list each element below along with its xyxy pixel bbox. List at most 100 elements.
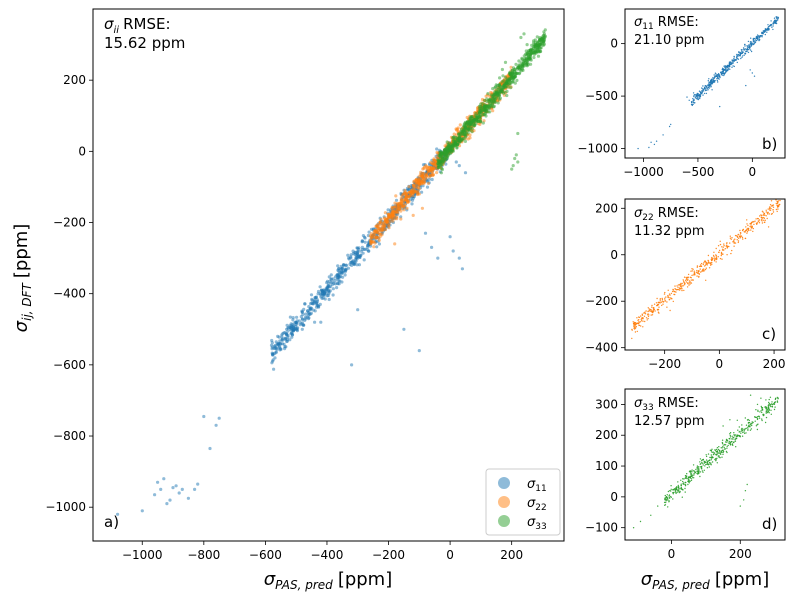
sigma11-point bbox=[736, 58, 738, 60]
sigma11-point bbox=[727, 66, 729, 68]
sigma33-point bbox=[774, 401, 777, 403]
sigma11-point bbox=[286, 335, 290, 339]
sigma33-point bbox=[672, 492, 674, 494]
sigma33-outlier-point bbox=[756, 403, 759, 406]
main-scatter-panel: −1000 −800 −600 −400 −200 0 200 −1000 −800 −600 −4… bbox=[45, 8, 565, 562]
sigma22-point bbox=[691, 279, 694, 281]
main-y-axis-label: σij, DFT[ppm] bbox=[11, 224, 34, 333]
sigma22-point bbox=[750, 229, 752, 231]
sigma11-point bbox=[356, 249, 360, 253]
sigma33-point bbox=[484, 107, 488, 111]
sigma33-point bbox=[706, 467, 709, 469]
sigma33-point bbox=[715, 448, 718, 451]
sigma33-point bbox=[757, 410, 759, 413]
sigma22-point bbox=[688, 282, 690, 284]
sigma33-point bbox=[699, 466, 701, 468]
sigma22-point bbox=[648, 308, 650, 310]
sigma22-point bbox=[769, 206, 771, 208]
sigma22-point bbox=[717, 256, 719, 258]
sigma22-point bbox=[726, 242, 728, 244]
sigma33-point bbox=[747, 418, 749, 421]
sigma22-point bbox=[750, 222, 753, 225]
sigma11-outlier-point bbox=[153, 493, 157, 497]
sigma11-point bbox=[735, 56, 738, 59]
sigma11-outlier-point bbox=[196, 482, 200, 486]
sigma33-point bbox=[725, 441, 727, 443]
sigma11-point bbox=[763, 31, 765, 33]
sigma33-point bbox=[705, 463, 707, 466]
sigma22-point bbox=[658, 312, 660, 314]
sigma33-point bbox=[724, 443, 726, 446]
sigma11-outlier-point bbox=[193, 487, 197, 491]
sigma11-point bbox=[740, 51, 742, 54]
sigma33-point bbox=[715, 453, 717, 456]
sigma33-point bbox=[690, 470, 692, 472]
sigma33-point bbox=[747, 426, 749, 429]
sigma22-point bbox=[674, 288, 676, 290]
sigma33-point bbox=[693, 470, 695, 472]
s33-plot-frame bbox=[624, 388, 786, 541]
sigma22-point bbox=[651, 314, 654, 316]
sigma11-point bbox=[270, 338, 274, 343]
sigma33-point bbox=[493, 92, 497, 96]
sigma22-point bbox=[378, 223, 382, 227]
sigma22-point bbox=[749, 223, 751, 225]
sigma33-point bbox=[729, 436, 732, 438]
sigma22-point bbox=[761, 214, 763, 217]
sigma22-point bbox=[778, 197, 779, 198]
sigma11-point bbox=[737, 54, 740, 56]
sigma11-outlier-point bbox=[692, 92, 695, 94]
sigma22-point bbox=[652, 308, 655, 310]
sigma33-point bbox=[718, 446, 720, 448]
sigma22-point bbox=[683, 280, 685, 282]
sigma33-point bbox=[675, 492, 677, 495]
sigma33-point bbox=[682, 483, 685, 485]
sigma33-point bbox=[530, 43, 534, 48]
sigma22-point bbox=[708, 267, 711, 269]
sigma33-point bbox=[469, 116, 473, 120]
sigma22-point bbox=[698, 265, 701, 268]
sigma33-point bbox=[502, 86, 506, 90]
sigma33-outlier-point bbox=[500, 67, 504, 72]
sigma33-point bbox=[710, 450, 713, 452]
sigma22-point bbox=[688, 280, 691, 282]
sigma22-point bbox=[755, 218, 757, 220]
sigma33-point bbox=[717, 448, 720, 451]
sigma33-point bbox=[699, 458, 702, 460]
sigma33-point bbox=[768, 398, 770, 401]
sigma22-point bbox=[394, 194, 398, 198]
sigma11-point bbox=[286, 326, 290, 330]
sigma33-point bbox=[710, 459, 712, 461]
sigma22-point bbox=[689, 283, 691, 285]
sigma11-outlier-point bbox=[168, 498, 172, 502]
sigma22-point bbox=[680, 285, 682, 287]
sigma22-point bbox=[380, 226, 384, 230]
sigma11-outlier-point bbox=[202, 414, 206, 419]
sigma11-point bbox=[772, 23, 774, 25]
sigma22-point bbox=[663, 293, 666, 295]
sigma22-point bbox=[651, 304, 653, 307]
sigma11-point bbox=[776, 19, 778, 21]
sigma33-point bbox=[524, 49, 528, 53]
sigma11-point bbox=[410, 202, 414, 206]
sigma11-point bbox=[736, 53, 738, 56]
sigma22-point bbox=[643, 315, 646, 317]
sigma11-outlier-point bbox=[745, 84, 747, 87]
sigma33-point bbox=[734, 440, 736, 442]
sigma22-point bbox=[378, 220, 382, 224]
sigma33-point bbox=[527, 55, 531, 59]
sigma33-point bbox=[723, 446, 725, 449]
sigma33-point bbox=[754, 420, 756, 422]
x-tick-label: 0 bbox=[716, 357, 724, 371]
sigma33-point bbox=[672, 489, 674, 491]
sigma22-point bbox=[683, 289, 685, 292]
sigma33-point bbox=[475, 118, 479, 122]
sigma33-point bbox=[510, 68, 514, 73]
sigma22-point bbox=[667, 294, 669, 297]
sigma11-point bbox=[361, 251, 365, 255]
sigma33-point bbox=[486, 92, 490, 96]
sigma33-point bbox=[713, 452, 716, 454]
sigma22-point bbox=[722, 246, 724, 248]
sigma33-point bbox=[761, 407, 764, 409]
sigma33-point bbox=[759, 411, 761, 413]
